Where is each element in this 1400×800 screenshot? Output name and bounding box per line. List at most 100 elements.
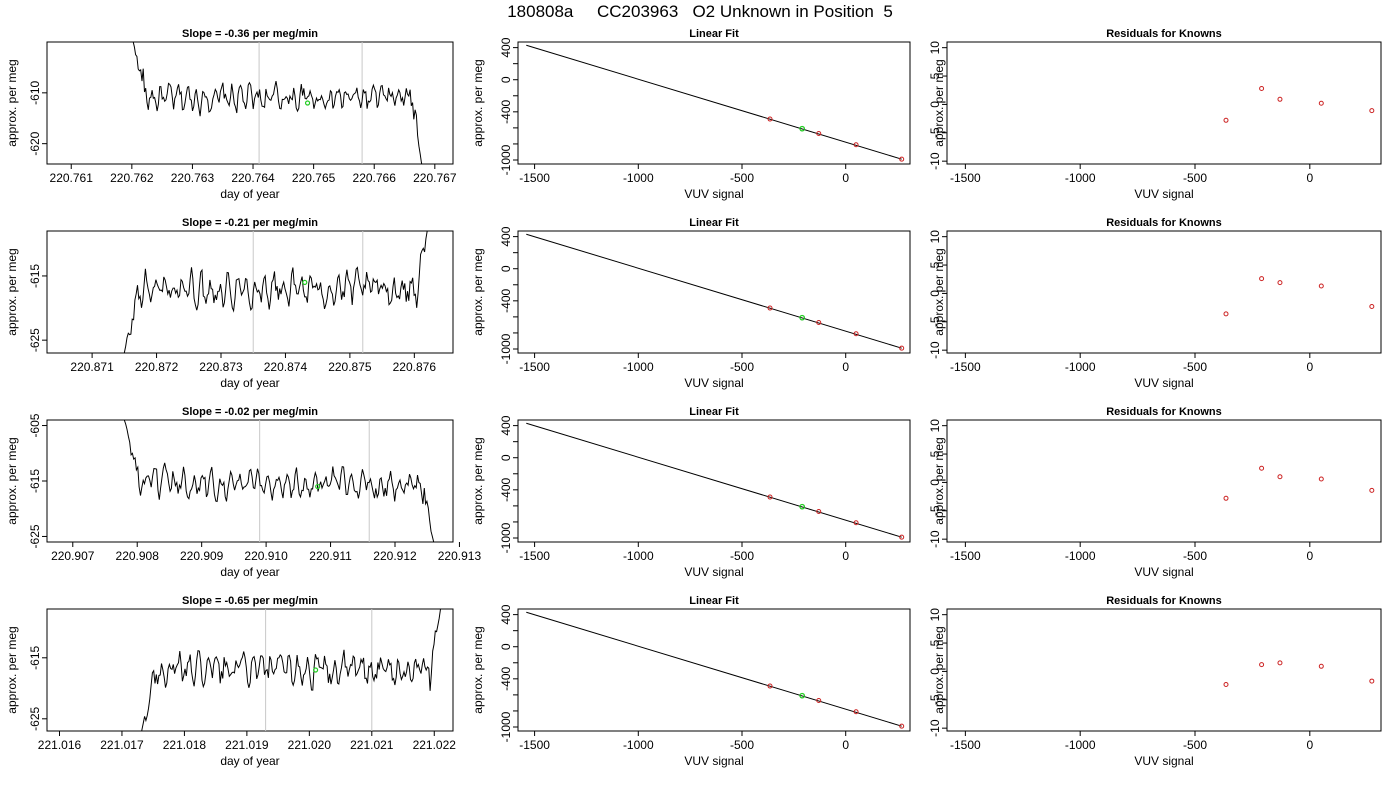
x-tick-label: 220.765 [292, 171, 336, 185]
known-point [816, 509, 822, 514]
x-tick-label: 220.875 [328, 360, 372, 374]
x-tick-label: 220.761 [50, 171, 94, 185]
residual-point [1318, 283, 1324, 289]
x-tick-label: -500 [730, 549, 754, 563]
known-point [816, 131, 822, 136]
x-tick-label: 221.018 [163, 738, 207, 752]
plot-area [526, 233, 905, 351]
x-tick-label: -1000 [1065, 171, 1096, 185]
x-tick-label: 221.021 [350, 738, 394, 752]
signal-trace [123, 420, 435, 542]
plot-frame [946, 608, 1382, 732]
known-point [853, 331, 859, 337]
panel-title: Linear Fit [689, 28, 739, 40]
x-tick-label: 0 [842, 738, 849, 752]
y-tick-label: 0 [928, 668, 942, 675]
x-axis-label: day of year [220, 565, 279, 579]
residual-point [1223, 117, 1229, 123]
y-axis-label: approx. per meg [5, 626, 19, 713]
x-tick-label: -1000 [623, 738, 654, 752]
x-tick-label: 0 [842, 171, 849, 185]
y-axis-label: approx. per meg [932, 248, 946, 335]
unknown-marker [312, 667, 319, 673]
x-tick-label: -1500 [950, 738, 981, 752]
signal-trace [132, 42, 423, 164]
residual-point [1277, 474, 1283, 480]
x-tick-label: 221.016 [38, 738, 82, 752]
x-axis-label: VUV signal [684, 376, 743, 390]
signal-trace [123, 231, 428, 353]
x-tick-label: 0 [1306, 549, 1313, 563]
y-tick-label: 400 [499, 415, 513, 435]
x-tick-label: 220.764 [231, 171, 275, 185]
residual-point [1277, 280, 1283, 286]
y-tick-label: 400 [499, 604, 513, 624]
plot-frame [46, 41, 454, 165]
x-axis-label: day of year [220, 376, 279, 390]
y-tick-label: -10 [928, 719, 942, 737]
y-axis-label: approx. per meg [932, 437, 946, 524]
known-point [853, 520, 859, 526]
x-tick-label: -500 [1183, 360, 1207, 374]
x-tick-label: 220.909 [180, 549, 224, 563]
x-tick-label: -1500 [519, 549, 550, 563]
plot-area [141, 609, 441, 731]
panel-title: Residuals for Knowns [1106, 406, 1222, 418]
x-axis-label: day of year [220, 754, 279, 768]
y-tick-label: -1000 [499, 333, 513, 364]
residual-point [1318, 476, 1324, 482]
x-tick-label: 220.911 [309, 549, 352, 563]
unknown-point [799, 125, 805, 132]
residual-point [1223, 311, 1229, 317]
plot-area [1223, 465, 1375, 501]
x-tick-label: -1000 [1065, 360, 1096, 374]
panel-title: Slope = -0.02 per meg/min [182, 406, 318, 418]
y-axis-label: approx. per meg [471, 437, 485, 524]
plot-frame [517, 230, 911, 354]
panel-residuals-10: Residuals for Knowns -1500 -1000 -500 0 10 5 0 -… [928, 406, 1382, 579]
y-tick-label: -400 [499, 478, 513, 502]
y-axis-label: approx. per meg [5, 248, 19, 335]
x-tick-label: 220.767 [413, 171, 457, 185]
y-tick-label: 400 [499, 226, 513, 246]
known-point [767, 683, 773, 689]
panel-residuals-11: Residuals for Knowns -1500 -1000 -500 0 10 5 0 -… [928, 595, 1382, 768]
y-tick-label: -1000 [499, 522, 513, 553]
plot-frame [946, 419, 1382, 543]
x-axis-label: VUV signal [684, 754, 743, 768]
y-tick-label: -610 [28, 81, 42, 105]
y-tick-label: 5 [928, 261, 942, 268]
x-axis-label: VUV signal [1134, 376, 1193, 390]
x-tick-label: 220.762 [110, 171, 154, 185]
x-tick-label: -500 [730, 360, 754, 374]
x-tick-label: 220.873 [199, 360, 243, 374]
y-tick-label: 10 [928, 608, 942, 622]
plot-area [526, 611, 905, 729]
x-tick-label: -1500 [519, 171, 550, 185]
panel-residuals-9: Residuals for Knowns -1500 -1000 -500 0 10 5 0 -… [928, 217, 1382, 390]
panel-linear-fit-4: Linear Fit -1500 -1000 -500 0 400 0 -400 -1000 VU… [499, 28, 911, 201]
residual-point [1277, 96, 1283, 102]
y-tick-label: -400 [499, 289, 513, 313]
known-point [816, 320, 822, 325]
known-point [899, 534, 905, 540]
plot-area [1223, 276, 1375, 317]
x-tick-label: -1000 [623, 171, 654, 185]
x-axis-label: VUV signal [684, 565, 743, 579]
residual-point [1318, 663, 1324, 669]
x-tick-label: -500 [1183, 171, 1207, 185]
fit-line [526, 233, 902, 349]
y-tick-label: 5 [928, 72, 942, 79]
y-tick-label: -625 [28, 524, 42, 548]
x-tick-label: 0 [1306, 360, 1313, 374]
panel-title: Slope = -0.36 per meg/min [182, 28, 318, 40]
x-tick-label: -1500 [950, 360, 981, 374]
y-tick-label: 5 [928, 639, 942, 646]
fit-line [526, 611, 902, 727]
plot-frame [517, 419, 911, 543]
residual-point [1259, 86, 1265, 92]
y-tick-label: -625 [28, 328, 42, 352]
plot-frame [946, 41, 1382, 165]
known-point [899, 156, 905, 162]
unknown-point [799, 503, 805, 510]
